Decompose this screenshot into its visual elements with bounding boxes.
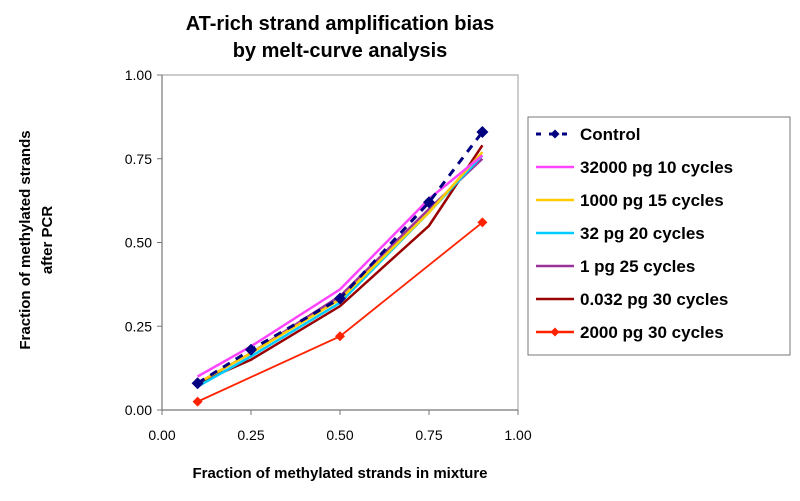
- y-tick-label: 0.50: [125, 235, 152, 251]
- legend-item: 32 pg 20 cycles: [536, 224, 705, 243]
- series-32000-pg-10-cycles: [196, 154, 484, 378]
- series-line: [196, 157, 484, 385]
- series-line: [197, 221, 483, 403]
- series-0-032-pg-30-cycles: [197, 144, 484, 385]
- legend-marker: [550, 129, 560, 139]
- chart-title-line-2: by melt-curve analysis: [233, 40, 448, 62]
- data-point: [192, 396, 203, 407]
- x-tick-label: 0.50: [326, 427, 353, 443]
- series-control: [191, 125, 489, 390]
- legend-item: 0.032 pg 30 cycles: [536, 290, 728, 309]
- data-point: [335, 331, 345, 342]
- legend-label: Control: [580, 125, 640, 144]
- data-point: [245, 343, 257, 356]
- series-1-pg-25-cycles: [196, 157, 484, 385]
- legend-item: 1 pg 25 cycles: [536, 257, 695, 276]
- legend-box: [527, 116, 791, 356]
- y-tick-label: 0.25: [125, 318, 152, 334]
- legend-label: 1 pg 25 cycles: [580, 257, 695, 276]
- series-line: [197, 144, 484, 385]
- plot-area: 0.00 0.25 0.50 0.75 1.00 0.00 0.25 0.50 0.75 1.00: [125, 67, 532, 443]
- y-axis-label-line-2: after PCR: [39, 206, 56, 275]
- legend-item: Control: [536, 125, 640, 144]
- x-tick-label: 0.75: [415, 427, 442, 443]
- data-point: [476, 125, 489, 138]
- series-2000-pg-30-cycles: [192, 217, 488, 407]
- legend-label: 0.032 pg 30 cycles: [580, 290, 728, 309]
- x-axis-label: Fraction of methylated strands in mixtur…: [192, 465, 487, 482]
- data-point: [191, 377, 204, 390]
- y-tick-label: 1.00: [125, 67, 152, 83]
- data-point: [477, 217, 488, 228]
- series-line: [196, 154, 484, 378]
- chart-title-line-1: AT-rich strand amplification bias: [186, 13, 495, 35]
- x-tick-label: 0.00: [148, 427, 175, 443]
- plot-border: [162, 74, 519, 410]
- legend: Control 32000 pg 10 cycles 1000 pg 15 cycl…: [527, 116, 791, 356]
- y-tick-label: 0.75: [125, 151, 152, 167]
- legend-item: 2000 pg 30 cycles: [536, 323, 724, 342]
- x-tick-label: 0.25: [237, 427, 264, 443]
- legend-label: 1000 pg 15 cycles: [580, 191, 724, 210]
- data-point: [423, 196, 435, 209]
- legend-marker: [550, 327, 560, 337]
- legend-label: 32 pg 20 cycles: [580, 224, 705, 243]
- legend-item: 32000 pg 10 cycles: [536, 158, 733, 177]
- y-axis-label-line-1: Fraction of methylated strands: [17, 130, 34, 349]
- legend-label: 2000 pg 30 cycles: [580, 323, 724, 342]
- data-point: [334, 292, 346, 305]
- x-tick-label: 1.00: [504, 427, 531, 443]
- legend-item: 1000 pg 15 cycles: [536, 191, 724, 210]
- y-tick-label: 0.00: [125, 402, 152, 418]
- legend-label: 32000 pg 10 cycles: [580, 158, 733, 177]
